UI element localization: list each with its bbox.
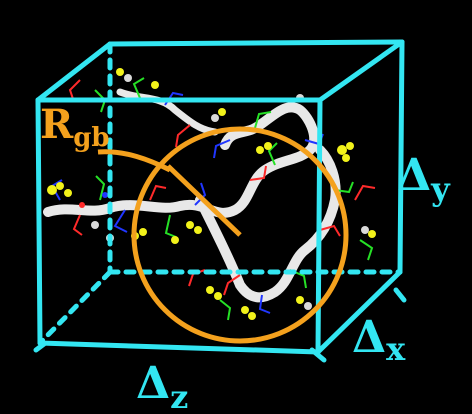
box-edge-back-depth [37,269,113,346]
dim-z-tick-right [309,347,327,363]
box-edge-top-left [35,41,113,103]
box-edge-right-bottom [315,269,403,355]
box-edge-top-right [317,39,405,103]
rg-radius-line [166,164,242,237]
box-edge-front-bottom [37,340,321,355]
delta-z-sub: z [170,378,188,414]
box-edge-right-back [397,39,405,275]
radius-of-gyration [97,126,349,344]
delta-y-symbol: Δ [397,150,431,201]
delta-y-sub: y [430,170,451,208]
box-edge-front-right [315,97,323,355]
rg-label-sub: gb [73,123,109,153]
rg-pointer [97,149,172,173]
rg-circle [131,126,349,344]
simulation-box [33,39,407,363]
labels: Rgb Δy Δx Δz [40,101,451,414]
rg-label-main: R [40,101,74,148]
box-edge-top-back [107,39,405,47]
delta-x-symbol: Δ [352,312,386,363]
delta-z-label: Δz [136,358,188,414]
box-edge-front-left [35,97,43,346]
delta-z-symbol: Δ [136,358,170,409]
delta-x-sub: x [386,330,406,368]
delta-y-label: Δy [397,150,451,208]
dim-x-tick [393,287,407,303]
polymer-chain [43,68,376,321]
rg-label: Rgb [40,101,110,153]
delta-x-label: Δx [352,312,406,368]
dim-z-tick-left [33,341,47,353]
